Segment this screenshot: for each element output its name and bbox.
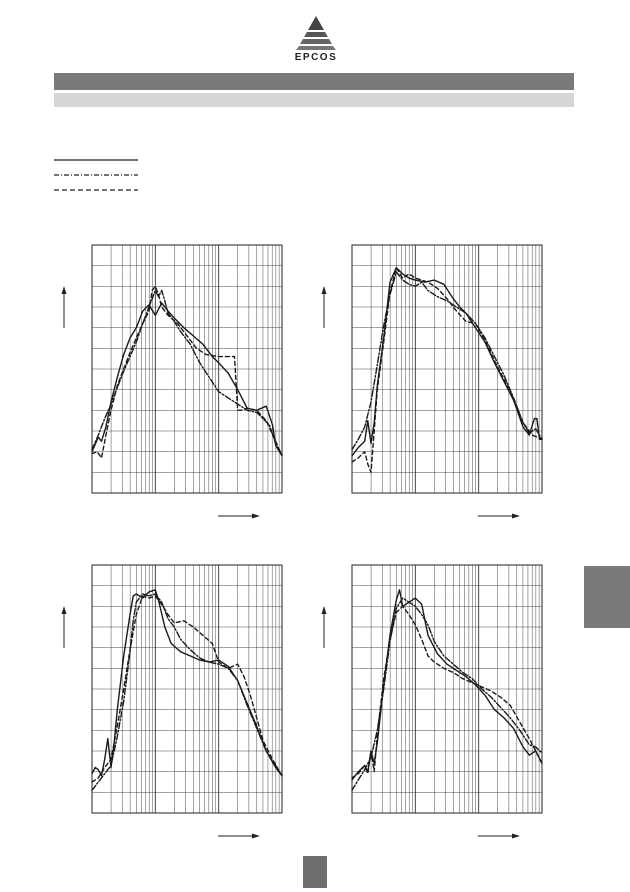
epcos-logo: EPCOS bbox=[281, 14, 351, 66]
chart-top-right bbox=[321, 244, 543, 519]
sub-header-band bbox=[54, 93, 574, 107]
y-axis-arrowhead bbox=[61, 606, 67, 614]
series-line-dash-dot bbox=[91, 593, 283, 791]
brand-name: EPCOS bbox=[294, 52, 338, 63]
plot-frame bbox=[91, 564, 283, 814]
series-line-solid bbox=[351, 589, 543, 781]
series-line-dashed bbox=[91, 595, 283, 783]
chart-bottom-right bbox=[321, 564, 543, 839]
series-line-dash-dot bbox=[91, 289, 283, 457]
section-tab bbox=[584, 566, 630, 628]
series-line-dashed bbox=[91, 285, 283, 459]
series-line-solid bbox=[351, 267, 543, 457]
x-axis-arrowhead bbox=[252, 513, 260, 519]
plot-grid bbox=[351, 564, 542, 814]
series-line-dashed bbox=[351, 267, 543, 473]
y-axis-arrowhead bbox=[321, 286, 327, 294]
x-axis-arrowhead bbox=[512, 513, 520, 519]
x-axis-arrowhead bbox=[252, 833, 260, 839]
page-number-box bbox=[303, 856, 327, 888]
y-axis-arrowhead bbox=[61, 286, 67, 294]
x-axis-arrowhead bbox=[512, 833, 520, 839]
plot-grid bbox=[91, 244, 282, 494]
series-line-solid bbox=[91, 302, 283, 457]
y-axis-arrowhead bbox=[321, 606, 327, 614]
chart-top-left bbox=[61, 244, 283, 519]
series-line-dashed bbox=[351, 605, 543, 779]
plot-frame bbox=[351, 564, 543, 814]
plot-frame bbox=[351, 244, 543, 494]
series-line-solid bbox=[91, 589, 283, 777]
plot-grid bbox=[91, 564, 282, 814]
header-band bbox=[54, 73, 574, 90]
legend bbox=[54, 159, 138, 191]
chart-bottom-left bbox=[61, 564, 283, 839]
epcos-logo-mark bbox=[296, 16, 336, 50]
plot-frame bbox=[91, 244, 283, 494]
